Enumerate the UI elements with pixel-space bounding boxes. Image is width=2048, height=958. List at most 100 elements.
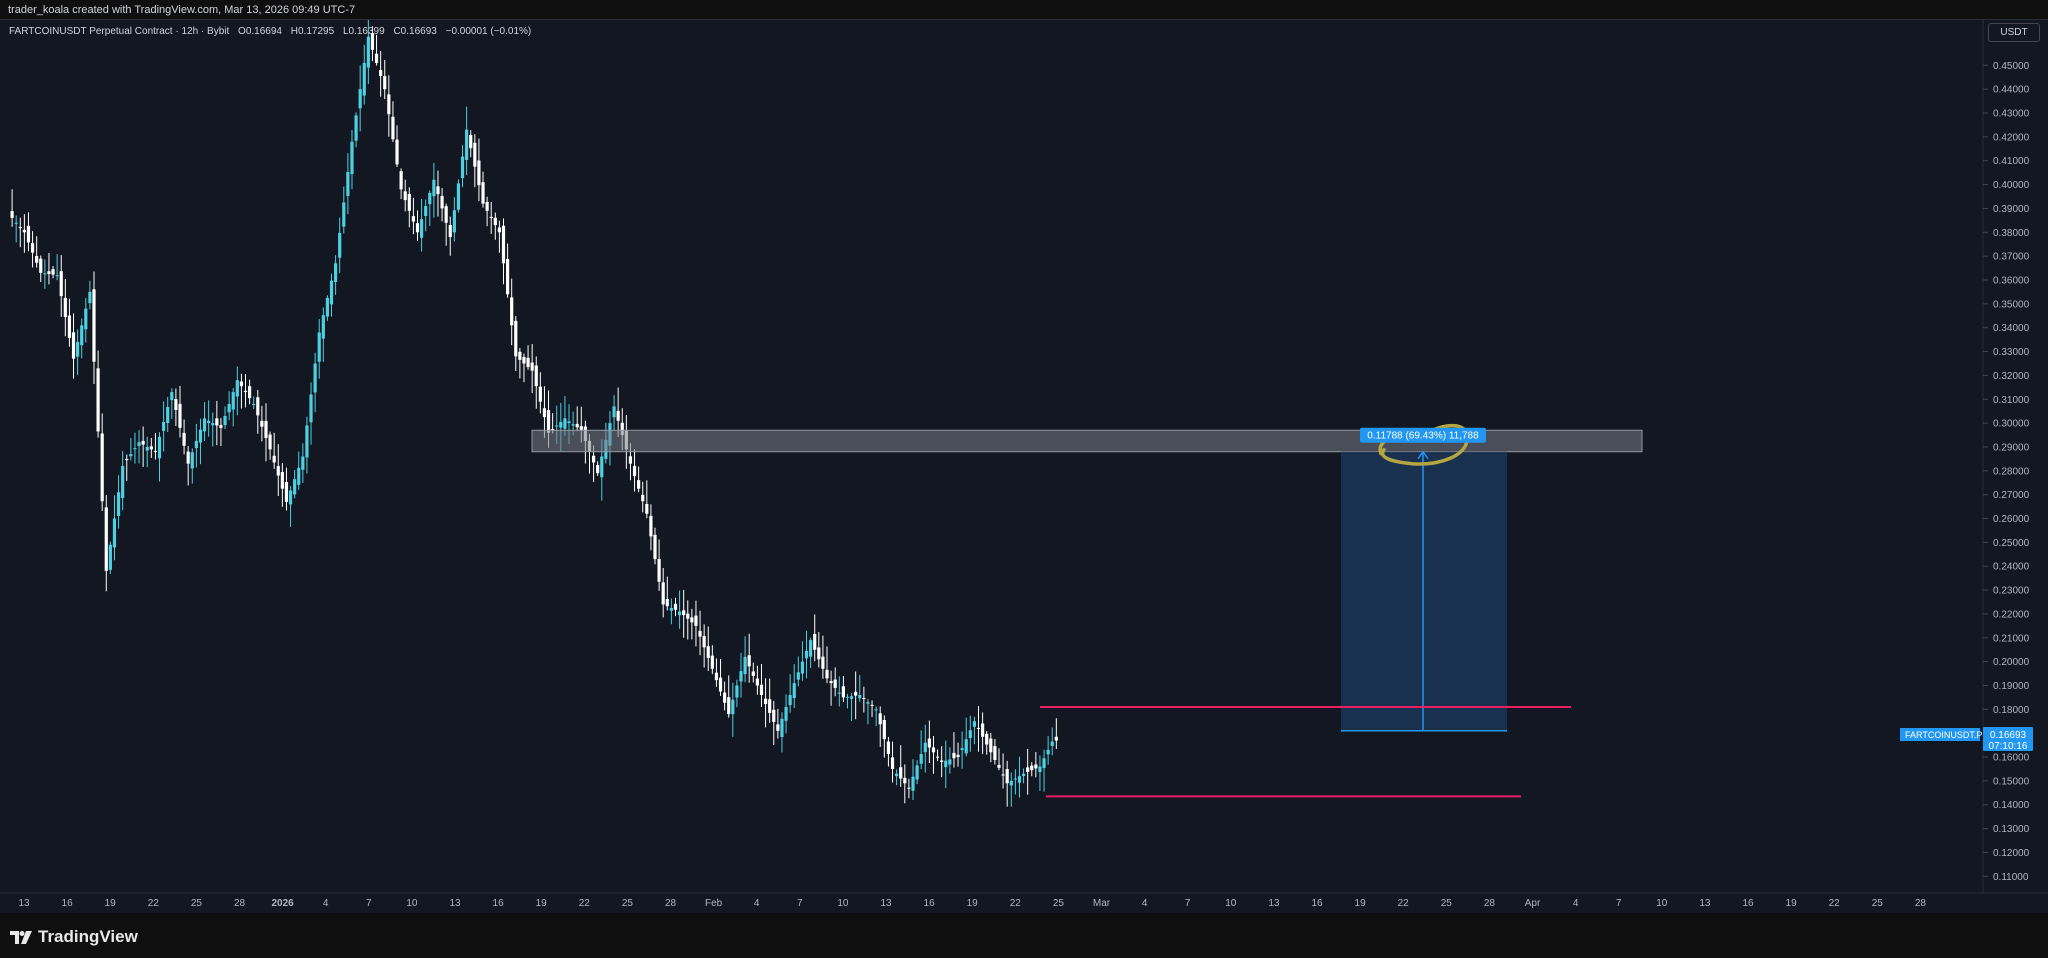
price-tick-label: 0.39000 bbox=[1993, 204, 2030, 215]
candle-body bbox=[186, 451, 190, 464]
candle-body bbox=[632, 465, 637, 477]
candle-body bbox=[546, 410, 551, 433]
candle-body bbox=[763, 698, 768, 704]
candle-body bbox=[477, 160, 481, 186]
candle-body bbox=[514, 320, 518, 357]
candle-body bbox=[497, 227, 501, 233]
candle-body bbox=[460, 156, 465, 179]
candle-body bbox=[841, 686, 845, 698]
candle-body bbox=[1042, 758, 1046, 769]
candle-body bbox=[227, 404, 231, 413]
candle-body bbox=[465, 129, 469, 160]
price-tick-label: 0.24000 bbox=[1993, 562, 2030, 573]
candle-body bbox=[121, 466, 125, 498]
time-tick-label: 19 bbox=[1786, 898, 1798, 909]
candle-body bbox=[256, 397, 260, 416]
candle-body bbox=[673, 603, 678, 610]
price-chart[interactable]: 0.11788 (69.43%) 11,788 0.450000.440000.… bbox=[0, 20, 2048, 913]
candle-body bbox=[731, 699, 735, 715]
candle-body bbox=[571, 424, 575, 426]
price-tick-label: 0.22000 bbox=[1993, 609, 2030, 620]
price-tick-label: 0.32000 bbox=[1993, 371, 2030, 382]
price-tick-label: 0.36000 bbox=[1993, 275, 2030, 286]
price-tag-countdown: 07:10:16 bbox=[1989, 741, 2028, 752]
candle-body bbox=[940, 760, 944, 762]
candle-body bbox=[653, 534, 657, 560]
candle-body bbox=[649, 515, 653, 537]
candle-body bbox=[616, 410, 620, 421]
measure-label: 0.11788 (69.43%) 11,788 bbox=[1367, 431, 1479, 442]
time-tick-label: 13 bbox=[18, 898, 30, 909]
currency-selector[interactable]: USDT bbox=[1988, 23, 2040, 42]
price-tick-label: 0.44000 bbox=[1993, 85, 2030, 96]
candle-body bbox=[923, 742, 927, 753]
candle-body bbox=[182, 432, 186, 446]
close-value: 0.16693 bbox=[401, 26, 438, 37]
price-axis[interactable]: 0.45000 0.44000 0.43000 0.42000 0.41000 0.400… bbox=[1982, 20, 2048, 893]
last-price-tag: FARTCOINUSDT.P 0.16693 07:10:16 bbox=[1900, 727, 2033, 752]
candle-body bbox=[845, 696, 850, 698]
time-tick-label: 28 bbox=[234, 898, 246, 909]
candle-body bbox=[813, 633, 817, 650]
price-tick-label: 0.28000 bbox=[1993, 466, 2030, 477]
time-axis[interactable]: 13 16 19 22 25 28 2026 4 7 10 13 16 19 22 25 28 Feb 4 7 10 1… bbox=[0, 892, 2048, 909]
time-tick-label: 22 bbox=[1010, 898, 1022, 909]
candle-body bbox=[399, 171, 403, 190]
candle-body bbox=[931, 747, 936, 753]
candle-body bbox=[444, 206, 448, 223]
candle-body bbox=[313, 363, 317, 393]
candle-body bbox=[243, 390, 248, 393]
candle-body bbox=[788, 695, 792, 706]
candle-body bbox=[469, 135, 473, 149]
candle-body bbox=[780, 718, 784, 737]
price-tick-label: 0.26000 bbox=[1993, 514, 2030, 525]
candle-body bbox=[575, 423, 579, 428]
candle-body bbox=[178, 403, 182, 428]
candle-body bbox=[702, 635, 706, 648]
candle-body bbox=[383, 76, 387, 90]
price-tick-label: 0.16000 bbox=[1993, 753, 2030, 764]
candle-body bbox=[51, 269, 55, 275]
projection-box[interactable] bbox=[1341, 451, 1507, 731]
symbol-name: FARTCOINUSDT Perpetual Contract · 12h · … bbox=[9, 26, 229, 37]
price-tag-symbol-box bbox=[1900, 728, 1980, 741]
candle-body bbox=[137, 442, 141, 446]
time-tick-label: 25 bbox=[1053, 898, 1065, 909]
measure-label-box bbox=[1360, 427, 1486, 443]
time-tick-label: 13 bbox=[449, 898, 461, 909]
candle-body bbox=[334, 263, 338, 283]
candle-body bbox=[579, 426, 583, 431]
candle-body bbox=[551, 429, 555, 431]
candle-body bbox=[964, 739, 968, 754]
time-tick-label: 13 bbox=[1268, 898, 1280, 909]
price-tick-label: 0.12000 bbox=[1993, 848, 2030, 859]
candle-body bbox=[600, 456, 604, 478]
candle-body bbox=[591, 455, 596, 463]
footer-bar bbox=[0, 913, 2048, 958]
candle-body bbox=[989, 738, 993, 753]
time-tick-label: 7 bbox=[1616, 898, 1622, 909]
candle-body bbox=[559, 421, 563, 428]
candle-body bbox=[260, 420, 264, 427]
candle-body bbox=[723, 692, 727, 703]
time-tick-label: 25 bbox=[191, 898, 203, 909]
candle-body bbox=[317, 332, 321, 362]
price-tag-price: 0.16693 bbox=[1990, 730, 2027, 741]
candle-body bbox=[612, 406, 616, 418]
candle-body bbox=[555, 425, 559, 427]
candle-body bbox=[661, 582, 665, 605]
candle-body bbox=[194, 440, 198, 449]
price-tick-label: 0.34000 bbox=[1993, 323, 2030, 334]
price-tick-label: 0.11000 bbox=[1993, 872, 2029, 883]
time-tick-label: 4 bbox=[323, 898, 329, 909]
time-tick-label: 7 bbox=[366, 898, 372, 909]
candle-body bbox=[366, 36, 370, 68]
candle-body bbox=[1038, 766, 1042, 773]
candle-body bbox=[358, 89, 362, 109]
candle-body bbox=[403, 191, 407, 201]
candle-body bbox=[825, 669, 829, 679]
time-tick-label: 19 bbox=[536, 898, 548, 909]
candle-body bbox=[657, 558, 661, 582]
candle-body bbox=[92, 289, 96, 362]
tradingview-logo[interactable]: TradingView bbox=[10, 927, 138, 947]
